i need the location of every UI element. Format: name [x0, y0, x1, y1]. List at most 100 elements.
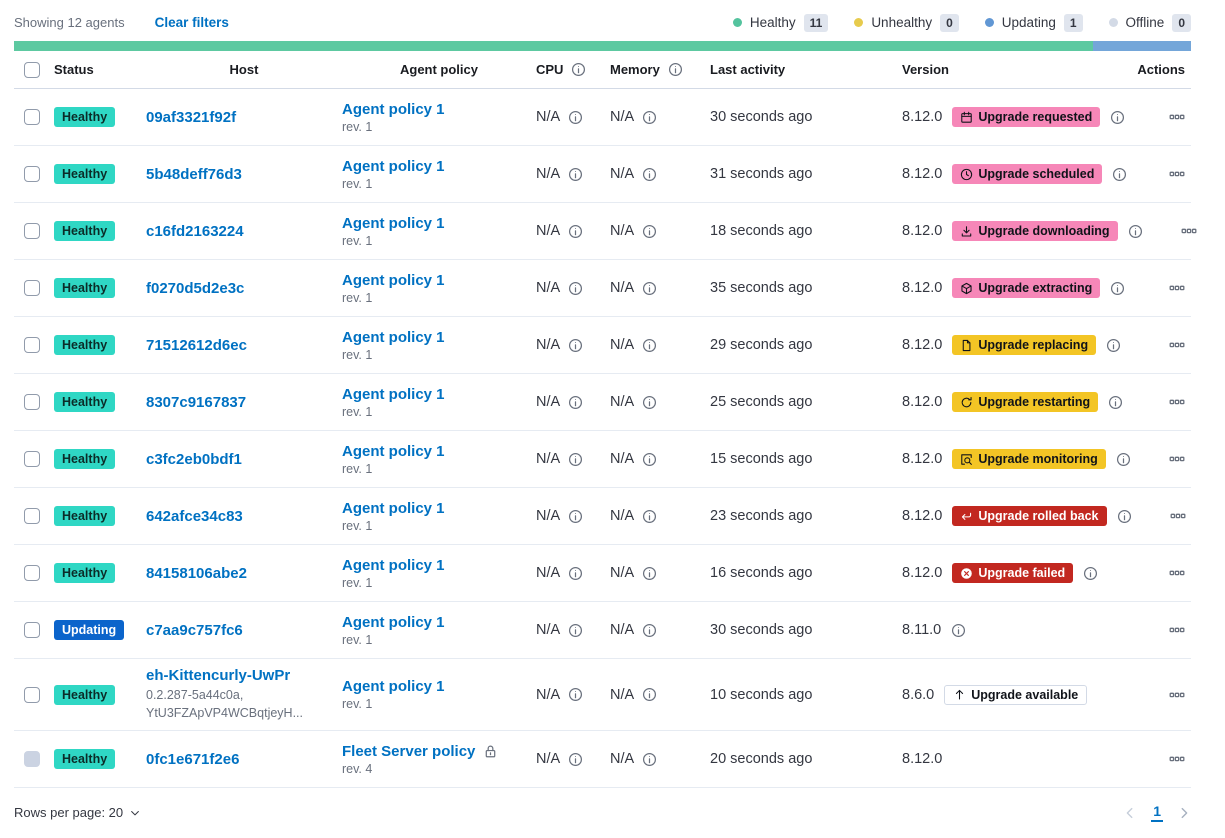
version-info-icon[interactable]: [1116, 452, 1131, 467]
row-checkbox[interactable]: [24, 686, 40, 703]
next-page-button[interactable]: [1177, 806, 1191, 820]
memory-info-icon[interactable]: [642, 281, 657, 296]
rows-per-page-control[interactable]: Rows per page: 20: [14, 805, 141, 820]
previous-page-button[interactable]: [1123, 806, 1137, 820]
row-actions-button[interactable]: [1169, 280, 1185, 296]
row-actions-button[interactable]: [1169, 687, 1185, 703]
agent-policy-link[interactable]: Agent policy 1: [342, 157, 445, 175]
cpu-info-icon[interactable]: [568, 395, 583, 410]
version-value: 8.12.0: [902, 166, 943, 182]
memory-info-icon[interactable]: [642, 452, 657, 467]
upgrade-badge: Upgrade downloading: [952, 221, 1118, 241]
memory-info-icon[interactable]: [642, 395, 657, 410]
memory-info-icon[interactable]: [642, 566, 657, 581]
memory-info-icon[interactable]: [642, 167, 657, 182]
version-info-icon[interactable]: [1112, 167, 1127, 182]
cpu-info-icon[interactable]: [568, 623, 583, 638]
cpu-info-icon[interactable]: [568, 281, 583, 296]
row-actions-button[interactable]: [1169, 565, 1185, 581]
agent-policy-link[interactable]: Agent policy 1: [342, 328, 445, 346]
agent-policy-link[interactable]: Agent policy 1: [342, 499, 445, 517]
row-actions-button[interactable]: [1169, 622, 1185, 638]
last-activity-value: 10 seconds ago: [710, 686, 813, 703]
memory-info-icon[interactable]: [642, 224, 657, 239]
row-actions-button[interactable]: [1169, 394, 1185, 410]
updating-dot-icon: [984, 18, 994, 27]
version-info-icon[interactable]: [1110, 281, 1125, 296]
agent-policy-link[interactable]: Agent policy 1: [342, 613, 445, 631]
row-checkbox[interactable]: [24, 337, 40, 353]
host-link[interactable]: 09af3321f92f: [146, 108, 237, 126]
agent-policy-link[interactable]: Agent policy 1: [342, 556, 445, 574]
host-link[interactable]: eh-Kittencurly-UwPr: [146, 667, 291, 684]
row-checkbox[interactable]: [24, 622, 40, 638]
cpu-info-icon[interactable]: [568, 338, 583, 353]
row-checkbox[interactable]: [24, 166, 40, 182]
memory-info-icon[interactable]: [642, 110, 657, 125]
version-info-icon[interactable]: [951, 623, 966, 638]
version-info-icon[interactable]: [1106, 338, 1121, 353]
version-info-icon[interactable]: [1108, 395, 1123, 410]
version-info-icon[interactable]: [1117, 509, 1132, 524]
memory-info-icon[interactable]: [642, 509, 657, 524]
version-info-icon[interactable]: [1128, 224, 1143, 239]
cpu-info-icon[interactable]: [568, 752, 583, 767]
upgrade-badge-label: Upgrade requested: [978, 110, 1093, 124]
agents-count-text: Showing 12 agents: [14, 15, 125, 30]
row-checkbox[interactable]: [24, 394, 40, 410]
last-activity-value: 31 seconds ago: [710, 166, 813, 182]
clear-filters-link[interactable]: Clear filters: [154, 15, 229, 30]
row-checkbox[interactable]: [24, 223, 40, 239]
memory-info-icon[interactable]: [642, 338, 657, 353]
select-all-checkbox[interactable]: [24, 61, 40, 78]
host-link[interactable]: 5b48deff76d3: [146, 165, 242, 183]
cpu-info-icon[interactable]: [568, 509, 583, 524]
row-actions-button[interactable]: [1169, 751, 1185, 767]
page-number-1[interactable]: 1: [1151, 803, 1163, 823]
version-info-icon[interactable]: [1083, 566, 1098, 581]
cpu-info-icon[interactable]: [568, 452, 583, 467]
row-checkbox[interactable]: [24, 451, 40, 467]
row-checkbox[interactable]: [24, 109, 40, 125]
cpu-value: N/A: [536, 223, 561, 239]
memory-info-icon[interactable]: [642, 752, 657, 767]
cpu-info-icon[interactable]: [568, 110, 583, 125]
row-checkbox[interactable]: [24, 280, 40, 296]
row-actions-button[interactable]: [1169, 337, 1185, 353]
last-activity-value: 30 seconds ago: [710, 109, 813, 125]
host-link[interactable]: c7aa9c757fc6: [146, 621, 243, 639]
row-checkbox[interactable]: [24, 508, 40, 524]
host-link[interactable]: c3fc2eb0bdf1: [146, 450, 242, 468]
host-link[interactable]: 71512612d6ec: [146, 336, 247, 354]
memory-info-icon[interactable]: [642, 623, 657, 638]
version-info-icon[interactable]: [1110, 110, 1125, 125]
host-link[interactable]: 642afce34c83: [146, 507, 243, 525]
agent-policy-link[interactable]: Agent policy 1: [342, 385, 445, 403]
row-actions-button[interactable]: [1169, 109, 1185, 125]
row-actions-button[interactable]: [1181, 223, 1197, 239]
healthy-dot-icon: [732, 18, 742, 27]
memory-info-icon[interactable]: [642, 687, 657, 702]
row-actions-button[interactable]: [1169, 166, 1185, 182]
memory-header-info-icon[interactable]: [668, 62, 683, 77]
agent-policy-link[interactable]: Agent policy 1: [342, 271, 445, 289]
cpu-header-info-icon[interactable]: [571, 62, 586, 77]
host-link[interactable]: c16fd2163224: [146, 222, 244, 240]
host-link[interactable]: 84158106abe2: [146, 564, 247, 582]
cpu-info-icon[interactable]: [568, 687, 583, 702]
row-actions-button[interactable]: [1170, 508, 1186, 524]
agent-policy-link[interactable]: Agent policy 1: [342, 442, 445, 460]
host-link[interactable]: f0270d5d2e3c: [146, 279, 245, 297]
agent-policy-link[interactable]: Agent policy 1: [342, 678, 445, 696]
cpu-info-icon[interactable]: [568, 224, 583, 239]
row-checkbox[interactable]: [24, 565, 40, 581]
agent-policy-link[interactable]: Agent policy 1: [342, 214, 445, 232]
host-link[interactable]: 0fc1e671f2e6: [146, 750, 240, 768]
memory-value: N/A: [610, 394, 635, 410]
agent-policy-link[interactable]: Agent policy 1: [342, 100, 445, 118]
host-link[interactable]: 8307c9167837: [146, 393, 247, 411]
agent-policy-link[interactable]: Fleet Server policy: [342, 742, 476, 760]
cpu-info-icon[interactable]: [568, 566, 583, 581]
row-actions-button[interactable]: [1169, 451, 1185, 467]
cpu-info-icon[interactable]: [568, 167, 583, 182]
